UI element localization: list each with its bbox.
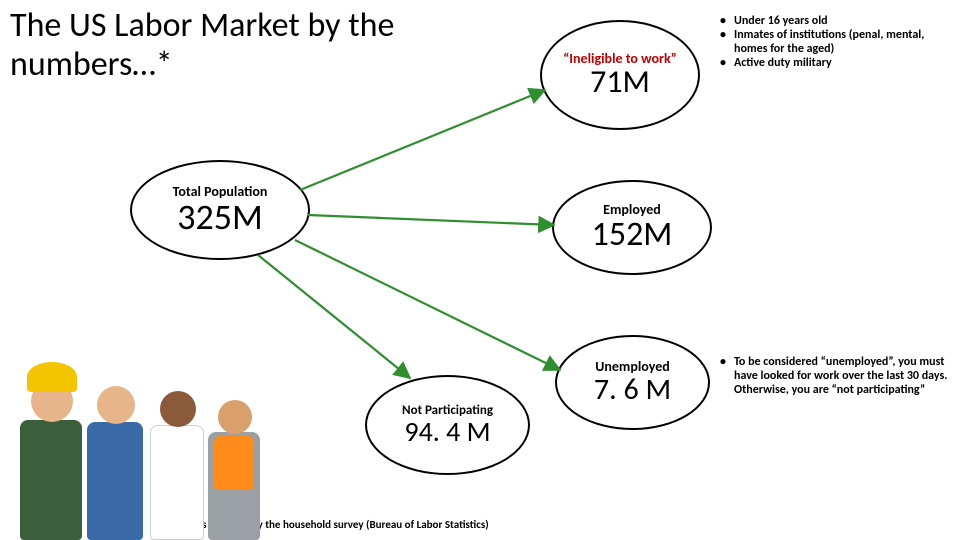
node-employed-value: 152M <box>562 218 702 252</box>
bullets-unemployed-definition: To be considered “unemployed”, you must … <box>720 355 955 397</box>
bullet-item: Inmates of institutions (penal, mental, … <box>720 28 955 56</box>
person-vest <box>200 355 270 540</box>
bullet-item: Active duty military <box>720 56 955 70</box>
node-not-participating: Not Participating 94. 4 M <box>365 375 530 475</box>
node-ineligible-value: 71M <box>550 66 690 98</box>
people-illustration <box>0 290 270 540</box>
node-unemployed-value: 7. 6 M <box>565 375 700 405</box>
bullet-item: To be considered “unemployed”, you must … <box>720 355 955 397</box>
arrow-total-to-ineligible <box>300 90 545 190</box>
page-title-text: The US Labor Market by the numbers…* <box>10 5 394 85</box>
node-unemployed: Unemployed 7. 6 M <box>555 335 710 430</box>
arrow-total-to-unemployed <box>295 240 560 370</box>
node-total-population: Total Population 325M <box>130 160 310 260</box>
node-notpart-value: 94. 4 M <box>375 418 520 446</box>
arrow-total-to-employed <box>308 215 554 225</box>
arrow-total-to-notpart <box>258 255 410 378</box>
page-title: The US Labor Market by the numbers…* <box>10 6 490 84</box>
node-ineligible: “Ineligible to work” 71M <box>540 20 700 130</box>
node-total-value: 325M <box>140 199 300 235</box>
bullets-ineligible-definition: Under 16 years oldInmates of institution… <box>720 14 955 70</box>
bullet-item: Under 16 years old <box>720 14 955 28</box>
node-employed: Employed 152M <box>552 180 712 275</box>
